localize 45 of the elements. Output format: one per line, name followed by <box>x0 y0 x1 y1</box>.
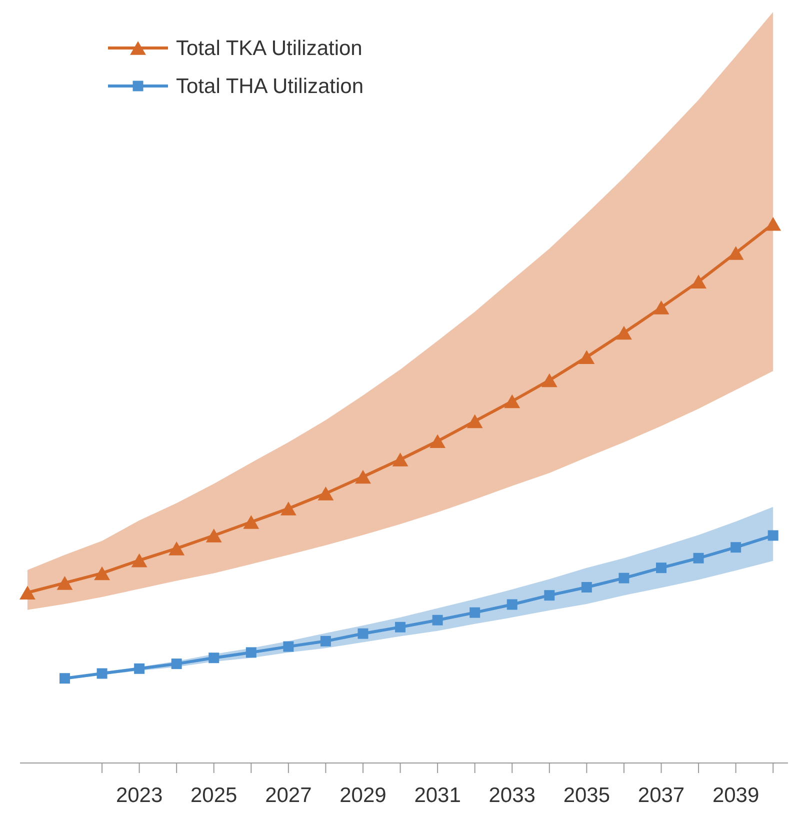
point <box>59 673 70 684</box>
point <box>578 350 595 364</box>
point <box>318 486 334 500</box>
point <box>395 622 406 632</box>
point <box>765 216 782 231</box>
x-tick-label: 2033 <box>488 784 536 807</box>
point <box>355 470 371 484</box>
point <box>616 326 632 340</box>
point <box>168 542 185 556</box>
point <box>618 572 630 584</box>
point <box>466 414 483 428</box>
point <box>504 394 520 408</box>
legend-label: Total THA Utilization <box>176 75 364 98</box>
point <box>96 668 108 679</box>
point <box>730 542 742 553</box>
x-tick-label: 2027 <box>265 784 312 807</box>
point <box>653 300 670 314</box>
x-tick-label: 2029 <box>340 784 386 807</box>
legend-label: Total TKA Utilization <box>176 37 362 60</box>
point <box>19 586 36 600</box>
x-tick-label: 2039 <box>712 784 760 807</box>
point <box>728 246 744 260</box>
x-tick-label: 2035 <box>563 784 610 807</box>
point <box>656 562 666 574</box>
point <box>690 274 706 288</box>
point <box>768 530 778 541</box>
point <box>280 502 296 516</box>
point <box>544 590 555 601</box>
point <box>432 614 443 626</box>
point <box>541 373 558 388</box>
point <box>693 552 704 564</box>
point <box>506 599 518 610</box>
point <box>430 434 446 448</box>
point <box>243 515 260 529</box>
point <box>56 576 73 590</box>
point <box>392 452 408 466</box>
x-tick-label: 2025 <box>190 784 238 807</box>
point <box>470 607 480 618</box>
x-tick-label: 2031 <box>414 784 461 807</box>
x-tick-label: 2023 <box>116 784 163 807</box>
point <box>131 553 148 568</box>
x-tick-label: 2037 <box>638 784 685 807</box>
point <box>206 528 222 542</box>
point <box>581 582 592 592</box>
point <box>94 566 110 580</box>
